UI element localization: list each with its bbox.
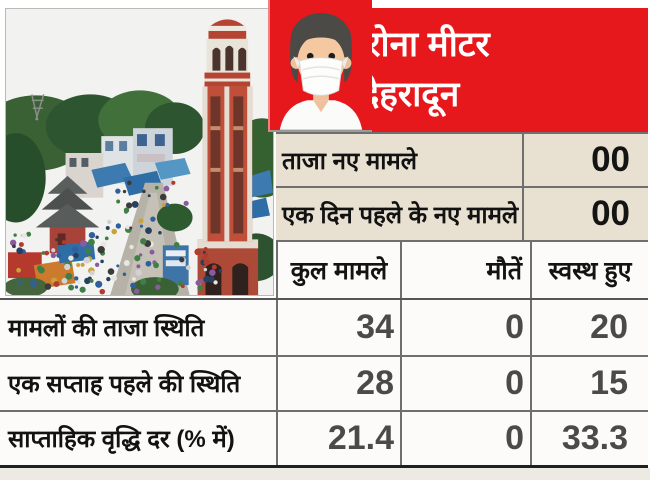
row-label: साप्ताहिक वृद्धि दर (% में): [8, 426, 235, 453]
table-row-week-ago-status: एक सप्ताह पहले की स्थिति 28 0 15: [0, 355, 648, 410]
table-row-current-status: मामलों की ताजा स्थिति 34 0 20: [0, 300, 648, 355]
total-cases-value: 34: [276, 300, 400, 355]
column-header-total-cases: कुल मामले: [290, 257, 388, 285]
column-header-deaths: मौतें: [400, 242, 530, 298]
city-photo: [5, 8, 274, 296]
crowd-dots: [9, 180, 223, 295]
data-table: मामलों की ताजा स्थिति 34 0 20 एक सप्ताह …: [0, 298, 648, 470]
summary-value: 00: [522, 134, 648, 186]
recovered-value: 33.3: [530, 412, 648, 465]
table-row-weekly-growth-rate: साप्ताहिक वृद्धि दर (% में) 21.4 0 33.3: [0, 410, 648, 465]
summary-row-new-cases: ताजा नए मामले 00: [276, 132, 648, 186]
bottom-margin-strip: [0, 468, 650, 480]
summary-label: एक दिन पहले के नए मामले: [282, 201, 519, 229]
row-label: मामलों की ताजा स्थिति: [8, 315, 205, 342]
summary-value: 00: [522, 188, 648, 240]
summary-label: ताजा नए मामले: [282, 147, 418, 175]
masked-person-illustration: [270, 0, 372, 130]
city-photo-illustration: [6, 9, 273, 295]
column-header-recovered: स्वस्थ हुए: [530, 242, 648, 298]
table-column-headers: कुल मामले मौतें स्वस्थ हुए: [276, 240, 648, 298]
title-line-2: देहरादून: [360, 75, 460, 114]
row-label: एक सप्ताह पहले की स्थिति: [8, 371, 241, 398]
deaths-value: 0: [400, 300, 530, 355]
masked-person-icon: [268, 0, 372, 132]
total-cases-value: 21.4: [276, 412, 400, 465]
total-cases-value: 28: [276, 357, 400, 410]
right-panel: कोरोना मीटर देहरादून ताजा नए मामले 00 एक…: [276, 8, 648, 298]
summary-row-prev-day-cases: एक दिन पहले के नए मामले 00: [276, 186, 648, 240]
recovered-value: 15: [530, 357, 648, 410]
deaths-value: 0: [400, 357, 530, 410]
recovered-value: 20: [530, 300, 648, 355]
deaths-value: 0: [400, 412, 530, 465]
